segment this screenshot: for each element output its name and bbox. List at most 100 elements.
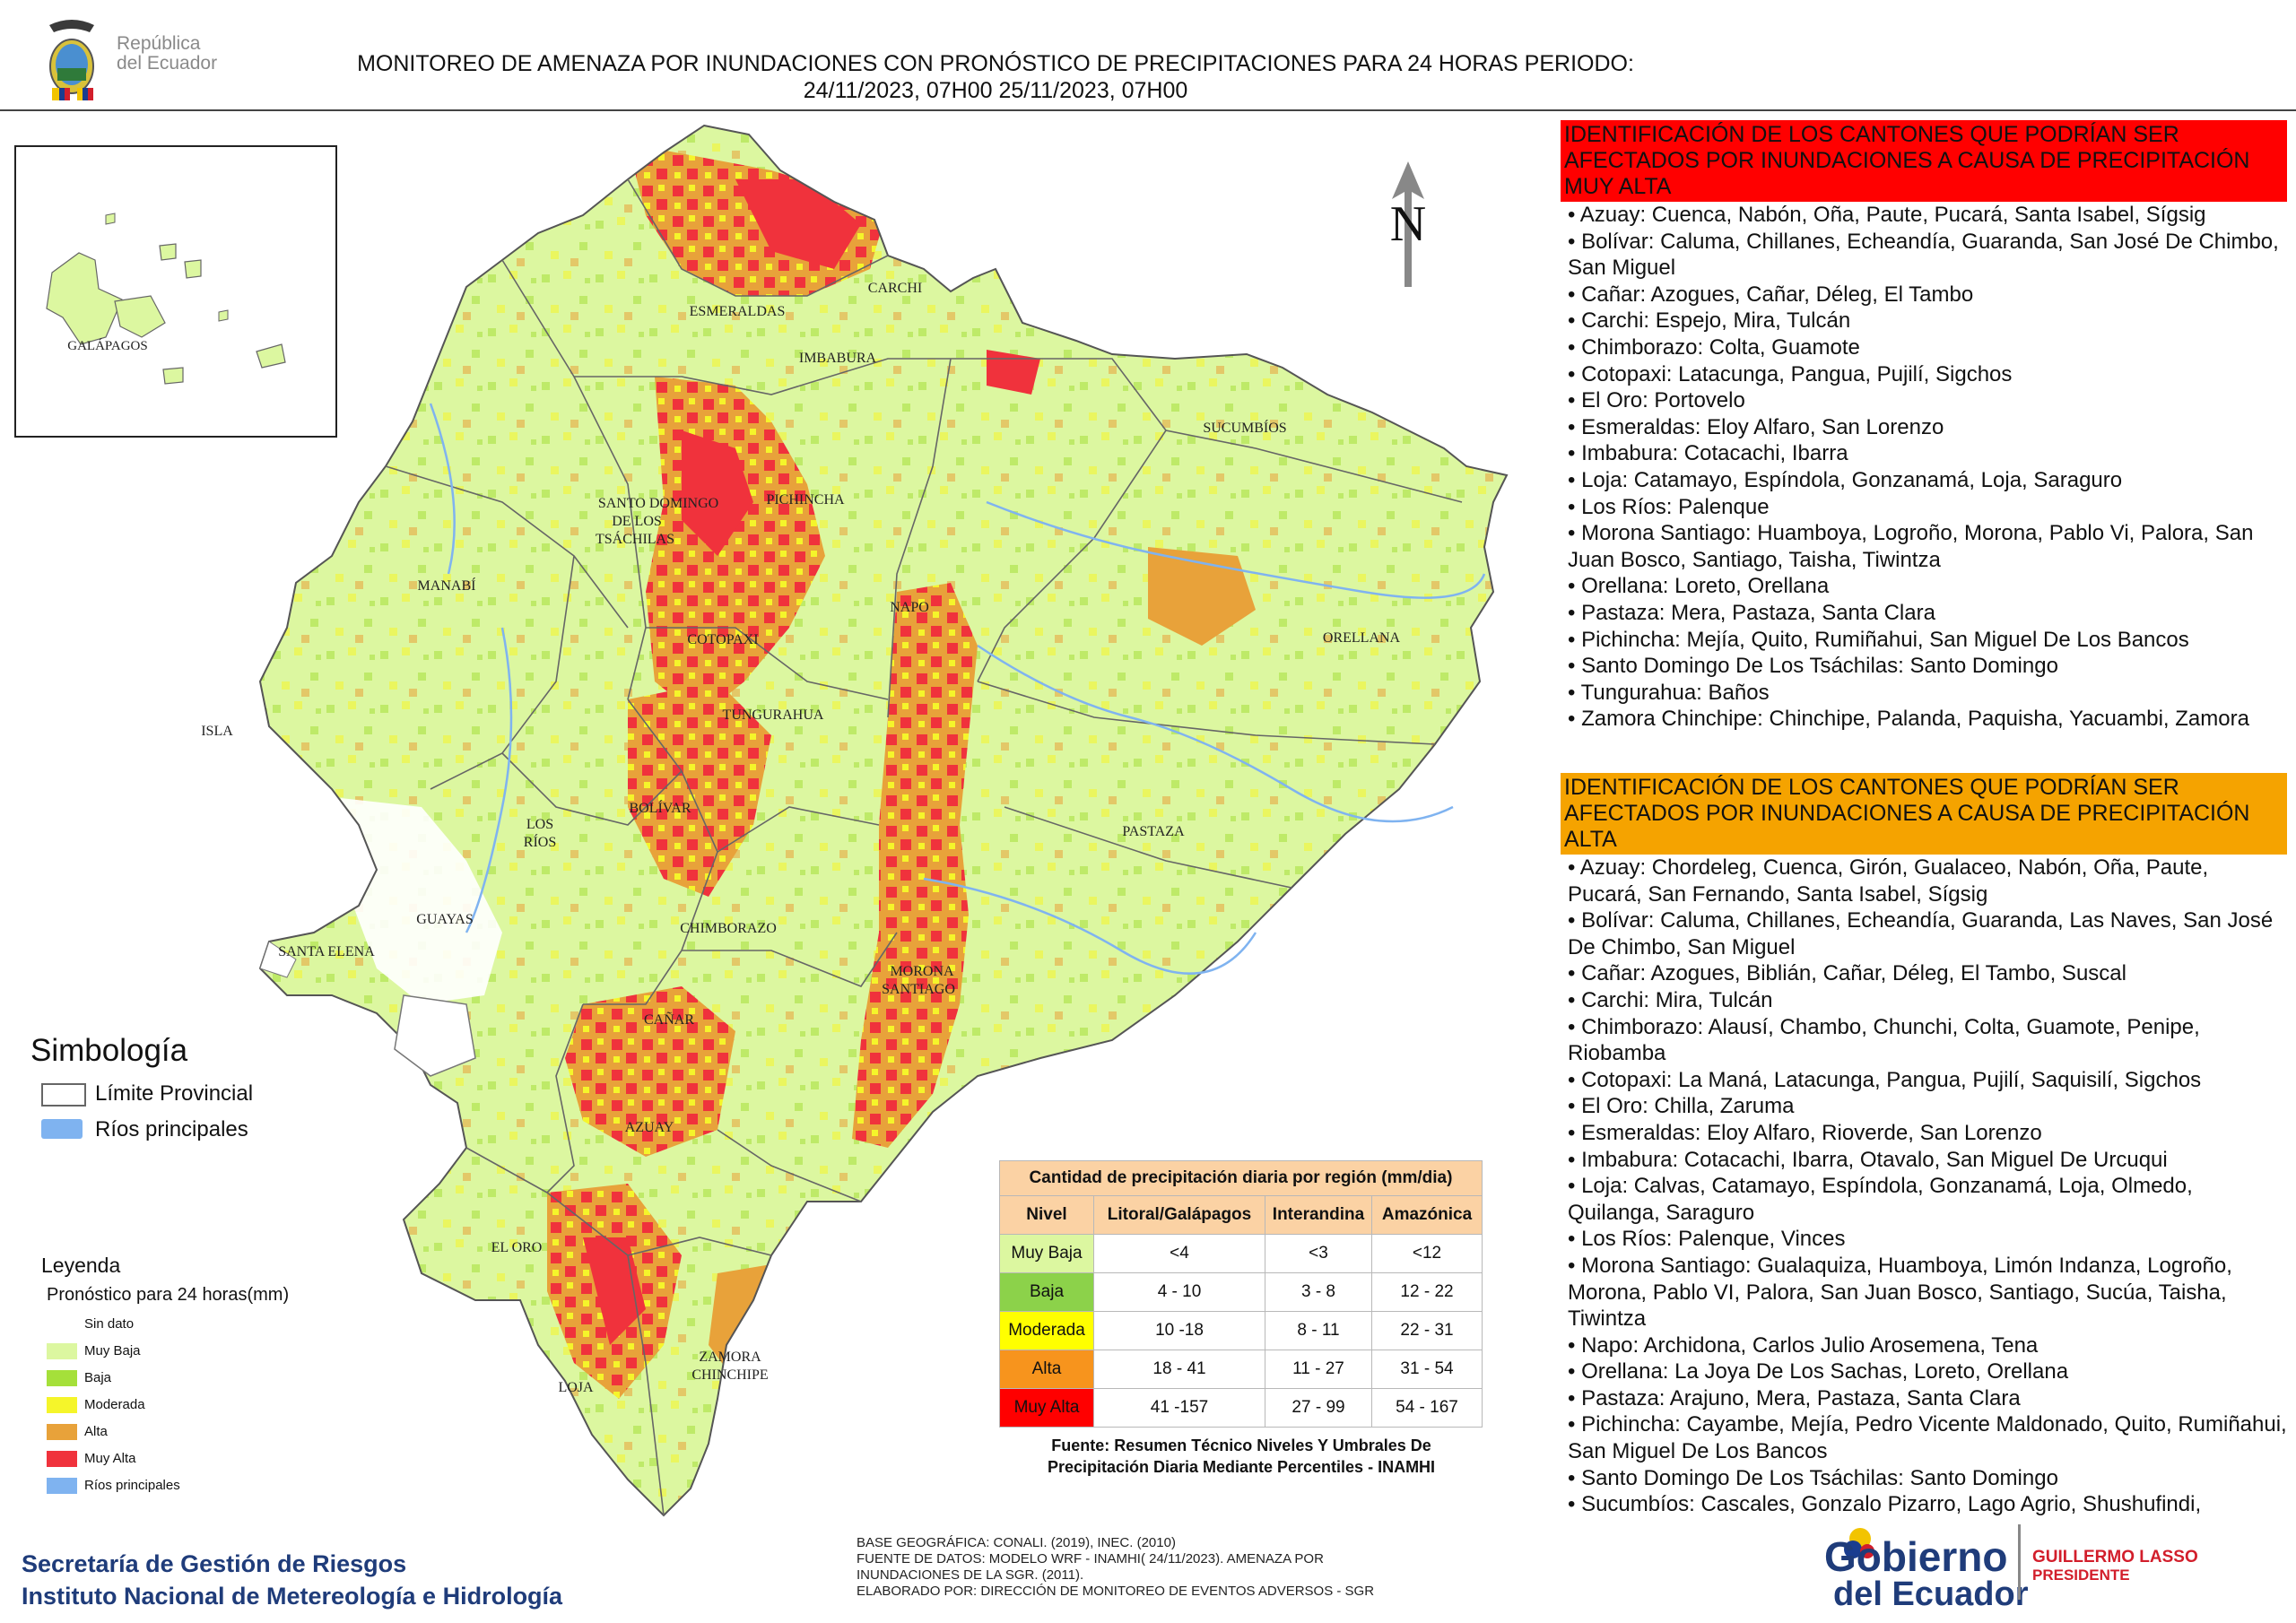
footer-meta-3: INUNDACIONES DE LA SGR. (2011). bbox=[857, 1567, 1084, 1583]
label-los-rios-2: RÍOS bbox=[524, 833, 556, 850]
canton-item: • Carchi: Espejo, Mira, Tulcán bbox=[1568, 308, 1851, 334]
th-interandina: Interandina bbox=[1265, 1195, 1372, 1235]
leyenda-swatch bbox=[47, 1478, 77, 1494]
title-line-1: MONITOREO DE AMENAZA POR INUNDACIONES CO… bbox=[357, 51, 1634, 76]
canton-item: • Esmeraldas: Eloy Alfaro, San Lorenzo bbox=[1568, 414, 1944, 439]
canton-item: • Chimborazo: Alausí, Chambo, Chunchi, C… bbox=[1568, 1014, 2200, 1066]
header-divider bbox=[0, 109, 2296, 111]
table-cell-amazonica: 31 - 54 bbox=[1371, 1350, 1483, 1389]
th-amazonica: Amazónica bbox=[1371, 1195, 1483, 1235]
table-cell-litoral: <4 bbox=[1093, 1234, 1265, 1273]
footer-meta-4: ELABORADO POR: DIRECCIÓN DE MONITOREO DE… bbox=[857, 1584, 1375, 1599]
puna-island bbox=[394, 994, 476, 1077]
table-source-1: Fuente: Resumen Técnico Niveles Y Umbral… bbox=[1051, 1436, 1431, 1454]
label-carchi: CARCHI bbox=[868, 281, 922, 296]
canton-item: • Santo Domingo De Los Tsáchilas: Santo … bbox=[1568, 654, 2058, 679]
label-canar: CAÑAR bbox=[644, 1011, 694, 1028]
table-row: Baja 4 - 10 3 - 8 12 - 22 bbox=[999, 1272, 1483, 1312]
label-el-oro: EL ORO bbox=[491, 1240, 543, 1255]
table-row: Muy Baja <4 <3 <12 bbox=[999, 1234, 1483, 1273]
president-name: GUILLERMO LASSO bbox=[2032, 1548, 2198, 1567]
label-santo-domingo-1: SANTO DOMINGO bbox=[598, 496, 718, 511]
republica-ecuador-wordmark: República del Ecuador bbox=[117, 34, 217, 74]
leyenda-label: Muy Baja bbox=[84, 1343, 141, 1358]
footer-org-2: Instituto Nacional de Metereología e Hid… bbox=[22, 1583, 563, 1610]
table-caption: Cantidad de precipitación diaria por reg… bbox=[999, 1160, 1483, 1196]
table-cell-interandina: 3 - 8 bbox=[1265, 1272, 1372, 1312]
table-row: Alta 18 - 41 11 - 27 31 - 54 bbox=[999, 1350, 1483, 1389]
table-source: Fuente: Resumen Técnico Niveles Y Umbral… bbox=[999, 1435, 1483, 1478]
leyenda-label: Ríos principales bbox=[84, 1478, 180, 1493]
high-list: • Azuay: Chordeleg, Cuenca, Girón, Guala… bbox=[1561, 855, 2287, 1518]
label-santa-elena: SANTA ELENA bbox=[278, 944, 375, 959]
table-row: Muy Alta 41 -157 27 - 99 54 - 167 bbox=[999, 1388, 1483, 1428]
leyenda-swatch bbox=[47, 1424, 77, 1440]
page-title: MONITOREO DE AMENAZA POR INUNDACIONES CO… bbox=[269, 50, 1722, 104]
footer-meta-2: FUENTE DE DATOS: MODELO WRF - INAMHI( 24… bbox=[857, 1551, 1324, 1567]
canton-item: • Azuay: Chordeleg, Cuenca, Girón, Guala… bbox=[1568, 855, 2209, 907]
canton-item: • Napo: Archidona, Carlos Julio Arosemen… bbox=[1568, 1332, 2039, 1358]
table-cell-nivel: Baja bbox=[999, 1272, 1094, 1312]
canton-item: • Tungurahua: Baños bbox=[1568, 680, 1770, 705]
footer-meta-1: BASE GEOGRÁFICA: CONALI. (2019), INEC. (… bbox=[857, 1535, 1176, 1550]
canton-item: • Orellana: Loreto, Orellana bbox=[1568, 574, 1830, 599]
label-tungurahua: TUNGURAHUA bbox=[723, 707, 824, 723]
leyenda-swatch bbox=[47, 1370, 77, 1386]
label-pastaza: PASTAZA bbox=[1122, 824, 1185, 839]
canton-item: • Los Ríos: Palenque, Vinces bbox=[1568, 1227, 1846, 1252]
title-line-2: 24/11/2023, 07H00 25/11/2023, 07H00 bbox=[803, 78, 1188, 103]
canton-item: • Pichincha: Cayambe, Mejía, Pedro Vicen… bbox=[1568, 1412, 2287, 1464]
label-pichincha: PICHINCHA bbox=[766, 492, 845, 508]
table-cell-litoral: 10 -18 bbox=[1093, 1311, 1265, 1350]
very-high-cantons-panel: IDENTIFICACIÓN DE LOS CANTONES QUE PODRÍ… bbox=[1561, 120, 2287, 733]
canton-item: • Cañar: Azogues, Cañar, Déleg, El Tambo bbox=[1568, 282, 1974, 307]
rios-label: Ríos principales bbox=[95, 1117, 248, 1141]
table-cell-nivel: Muy Alta bbox=[999, 1388, 1094, 1428]
canton-item: • Pichincha: Mejía, Quito, Rumiñahui, Sa… bbox=[1568, 627, 2189, 652]
very-high-list: • Azuay: Cuenca, Nabón, Oña, Paute, Puca… bbox=[1561, 202, 2287, 733]
gob-line-2: del Ecuador bbox=[1833, 1575, 2029, 1610]
table-cell-interandina: 27 - 99 bbox=[1265, 1388, 1372, 1428]
very-high-heading: IDENTIFICACIÓN DE LOS CANTONES QUE PODRÍ… bbox=[1561, 120, 2287, 202]
label-esmeraldas: ESMERALDAS bbox=[690, 304, 786, 319]
table-cell-interandina: <3 bbox=[1265, 1234, 1372, 1273]
table-cell-amazonica: <12 bbox=[1371, 1234, 1483, 1273]
limite-label: Límite Provincial bbox=[95, 1081, 254, 1106]
canton-item: • El Oro: Portovelo bbox=[1568, 388, 1745, 413]
label-sucumbios: SUCUMBÍOS bbox=[1203, 419, 1286, 436]
galapagos-inset-map: GALÁPAGOS bbox=[14, 145, 337, 438]
logo-text-line-2: del Ecuador bbox=[117, 53, 218, 74]
leyenda-swatch bbox=[47, 1397, 77, 1413]
canton-item: • Zamora Chinchipe: Chinchipe, Palanda, … bbox=[1568, 707, 2249, 732]
canton-item: • Sucumbíos: Cascales, Gonzalo Pizarro, … bbox=[1568, 1492, 2202, 1517]
label-los-rios-1: LOS bbox=[526, 817, 553, 832]
label-cotopaxi: COTOPAXI bbox=[687, 632, 758, 647]
table-cell-nivel: Moderada bbox=[999, 1311, 1094, 1350]
canton-item: • Imbabura: Cotacachi, Ibarra bbox=[1568, 441, 1848, 466]
gob-line-1: Gobierno bbox=[1824, 1533, 2007, 1580]
th-nivel: Nivel bbox=[999, 1195, 1094, 1235]
table-row: Moderada 10 -18 8 - 11 22 - 31 bbox=[999, 1311, 1483, 1350]
table-cell-litoral: 18 - 41 bbox=[1093, 1350, 1265, 1389]
north-arrow: N bbox=[1390, 161, 1426, 287]
table-body: Muy Baja <4 <3 <12 Baja 4 - 10 3 - 8 12 - 22 Mod… bbox=[999, 1234, 1483, 1428]
leyenda-swatch bbox=[47, 1451, 77, 1467]
high-heading: IDENTIFICACIÓN DE LOS CANTONES QUE PODRÍ… bbox=[1561, 773, 2287, 855]
leyenda-label: Muy Alta bbox=[84, 1451, 136, 1466]
label-azuay: AZUAY bbox=[625, 1120, 674, 1135]
table-source-2: Precipitación Diaria Mediante Percentile… bbox=[1047, 1458, 1436, 1476]
footer-org-1: Secretaría de Gestión de Riesgos bbox=[22, 1550, 407, 1577]
galapagos-islands: GALÁPAGOS bbox=[46, 213, 286, 385]
canton-item: • Morona Santiago: Huamboya, Logroño, Mo… bbox=[1568, 521, 2254, 572]
precipitation-table: Cantidad de precipitación diaria por reg… bbox=[999, 1160, 1483, 1428]
ecuador-coat-of-arms-logo bbox=[49, 20, 94, 100]
canton-item: • Cañar: Azogues, Biblián, Cañar, Déleg,… bbox=[1568, 961, 2126, 986]
province-labels: ESMERALDAS CARCHI IMBABURA SUCUMBÍOS SAN… bbox=[201, 281, 1400, 1395]
table-cell-amazonica: 54 - 167 bbox=[1371, 1388, 1483, 1428]
canton-item: • Los Ríos: Palenque bbox=[1568, 494, 1770, 519]
label-imbabura: IMBABURA bbox=[799, 351, 877, 366]
table-cell-interandina: 11 - 27 bbox=[1265, 1350, 1372, 1389]
label-guayas: GUAYAS bbox=[416, 912, 473, 927]
high-cantons-panel: IDENTIFICACIÓN DE LOS CANTONES QUE PODRÍ… bbox=[1561, 773, 2287, 1518]
label-bolivar: BOLÍVAR bbox=[629, 799, 691, 816]
